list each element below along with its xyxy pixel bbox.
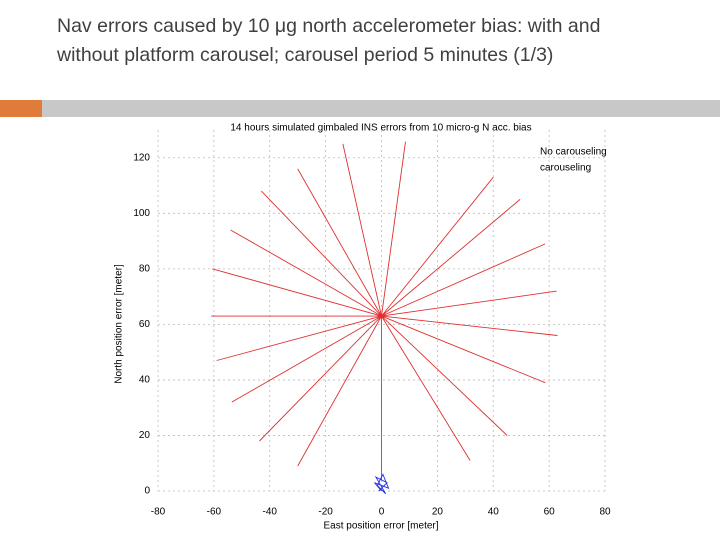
x-axis-label: East position error [meter] [323,521,438,532]
y-tick-label: 20 [139,430,151,441]
x-tick-label: -20 [318,507,333,518]
x-tick-label: 60 [544,507,556,518]
x-tick-label: -40 [263,507,278,518]
x-tick-label: 40 [488,507,500,518]
legend-label: No carouseling [540,147,607,158]
y-tick-label: 80 [139,263,151,274]
y-tick-label: 60 [139,319,151,330]
x-tick-label: -80 [151,507,166,518]
data-line [211,141,558,480]
legend-label: carouseling [540,163,591,174]
y-axis-label: North position error [meter] [114,264,125,384]
data-line [374,473,390,495]
y-tick-label: 40 [139,375,151,386]
x-tick-label: 80 [599,507,611,518]
x-tick-label: 0 [379,507,385,518]
x-tick-label: -60 [207,507,222,518]
slide-title: Nav errors caused by 10 μg north acceler… [57,15,601,66]
y-tick-label: 120 [133,152,150,163]
chart-title: 14 hours simulated gimbaled INS errors f… [230,123,531,134]
y-tick-label: 100 [133,208,150,219]
y-tick-label: 0 [144,486,150,497]
x-tick-label: 20 [432,507,444,518]
header-bar [42,100,720,117]
accent-bar [0,100,42,117]
